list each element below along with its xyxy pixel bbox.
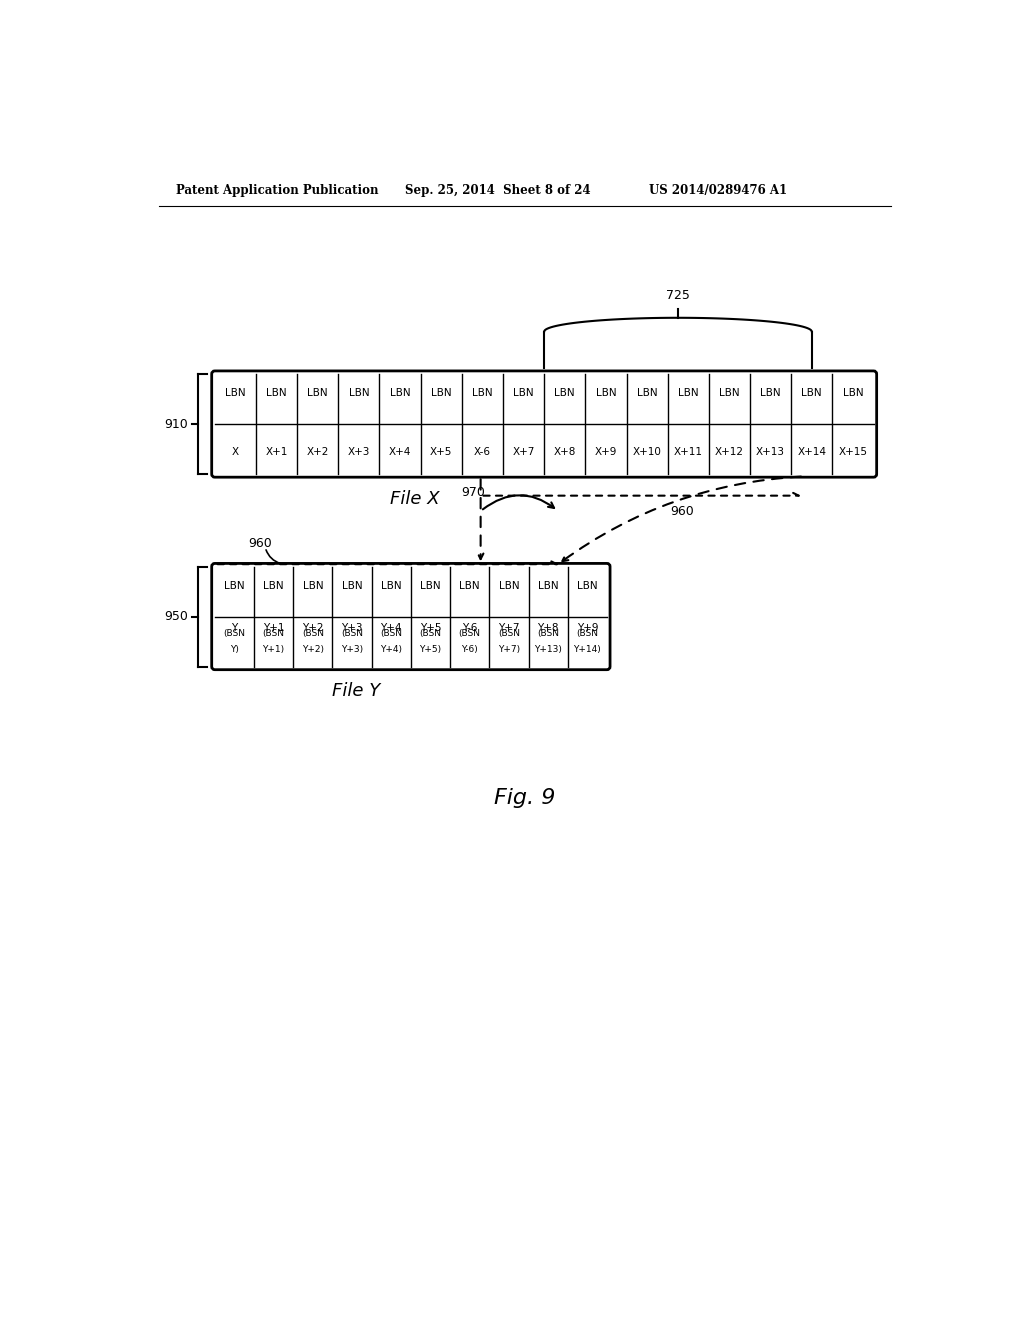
Text: (BSN: (BSN xyxy=(262,630,285,639)
Text: LBN: LBN xyxy=(637,388,657,399)
Text: LBN: LBN xyxy=(554,388,575,399)
Text: Y+2: Y+2 xyxy=(302,623,324,632)
Text: LBN: LBN xyxy=(263,581,284,590)
Text: Y+7): Y+7) xyxy=(498,644,520,653)
Text: Y+3): Y+3) xyxy=(341,644,364,653)
Text: (BSN: (BSN xyxy=(420,630,441,639)
Text: (BSN: (BSN xyxy=(498,630,520,639)
Text: (BSN: (BSN xyxy=(302,630,324,639)
Text: X: X xyxy=(231,446,239,457)
Text: 950: 950 xyxy=(165,610,188,623)
Text: LBN: LBN xyxy=(472,388,493,399)
Text: LBN: LBN xyxy=(342,581,362,590)
Text: X+9: X+9 xyxy=(595,446,617,457)
Text: X+1: X+1 xyxy=(265,446,288,457)
Text: X+14: X+14 xyxy=(798,446,826,457)
Text: LBN: LBN xyxy=(225,388,246,399)
Text: X+8: X+8 xyxy=(554,446,575,457)
Text: LBN: LBN xyxy=(266,388,287,399)
Text: Y+4: Y+4 xyxy=(381,623,402,632)
Text: X+12: X+12 xyxy=(715,446,744,457)
Text: LBN: LBN xyxy=(381,581,401,590)
Text: (BSN: (BSN xyxy=(538,630,559,639)
Text: Y+13): Y+13) xyxy=(535,644,562,653)
Text: LBN: LBN xyxy=(302,581,324,590)
Text: (BSN: (BSN xyxy=(380,630,402,639)
Text: Y+2): Y+2) xyxy=(302,644,324,653)
Text: LBN: LBN xyxy=(596,388,616,399)
Text: 960: 960 xyxy=(248,537,272,550)
Text: LBN: LBN xyxy=(760,388,781,399)
Text: Y+5): Y+5) xyxy=(420,644,441,653)
Text: LBN: LBN xyxy=(307,388,328,399)
Text: Y+1): Y+1) xyxy=(262,644,285,653)
Text: Y): Y) xyxy=(230,644,239,653)
Text: X+13: X+13 xyxy=(756,446,785,457)
Text: LBN: LBN xyxy=(224,581,245,590)
Text: LBN: LBN xyxy=(390,388,411,399)
Text: 960: 960 xyxy=(671,504,694,517)
Text: (BSN: (BSN xyxy=(459,630,480,639)
Text: X+2: X+2 xyxy=(306,446,329,457)
Text: LBN: LBN xyxy=(348,388,370,399)
Text: Y+5: Y+5 xyxy=(420,623,441,632)
Text: Y+7: Y+7 xyxy=(498,623,519,632)
Text: LBN: LBN xyxy=(431,388,452,399)
Text: Y-6: Y-6 xyxy=(462,623,477,632)
FancyBboxPatch shape xyxy=(212,564,610,669)
Text: X+15: X+15 xyxy=(839,446,867,457)
Text: (BSN: (BSN xyxy=(577,630,598,639)
Text: Y+4): Y+4) xyxy=(380,644,402,653)
Text: US 2014/0289476 A1: US 2014/0289476 A1 xyxy=(649,185,786,197)
Text: LBN: LBN xyxy=(460,581,480,590)
Text: LBN: LBN xyxy=(420,581,440,590)
Text: LBN: LBN xyxy=(513,388,534,399)
Text: Patent Application Publication: Patent Application Publication xyxy=(176,185,379,197)
Text: LBN: LBN xyxy=(802,388,822,399)
Text: Y: Y xyxy=(231,623,238,632)
Text: File Y: File Y xyxy=(333,682,381,700)
Text: Y+9: Y+9 xyxy=(577,623,598,632)
Text: LBN: LBN xyxy=(678,388,698,399)
Text: (BSN: (BSN xyxy=(341,630,364,639)
FancyBboxPatch shape xyxy=(212,371,877,478)
Text: LBN: LBN xyxy=(719,388,739,399)
Text: (BSN: (BSN xyxy=(223,630,246,639)
Text: LBN: LBN xyxy=(499,581,519,590)
Text: X+3: X+3 xyxy=(348,446,370,457)
Text: LBN: LBN xyxy=(578,581,598,590)
Text: Sep. 25, 2014  Sheet 8 of 24: Sep. 25, 2014 Sheet 8 of 24 xyxy=(406,185,591,197)
Text: LBN: LBN xyxy=(843,388,863,399)
Text: X+4: X+4 xyxy=(389,446,412,457)
Text: Y+1: Y+1 xyxy=(263,623,285,632)
Text: Y+14): Y+14) xyxy=(573,644,601,653)
Text: File X: File X xyxy=(390,490,439,508)
Text: X+10: X+10 xyxy=(633,446,662,457)
Text: LBN: LBN xyxy=(538,581,558,590)
Text: Y+8: Y+8 xyxy=(538,623,559,632)
Text: X+11: X+11 xyxy=(674,446,702,457)
Text: X+5: X+5 xyxy=(430,446,453,457)
Text: X-6: X-6 xyxy=(474,446,490,457)
Text: Fig. 9: Fig. 9 xyxy=(495,788,555,808)
Text: 725: 725 xyxy=(666,289,690,302)
Text: Y-6): Y-6) xyxy=(462,644,478,653)
Text: 910: 910 xyxy=(165,417,188,430)
Text: 970: 970 xyxy=(461,486,485,499)
Text: Y+3: Y+3 xyxy=(341,623,362,632)
Text: X+7: X+7 xyxy=(512,446,535,457)
